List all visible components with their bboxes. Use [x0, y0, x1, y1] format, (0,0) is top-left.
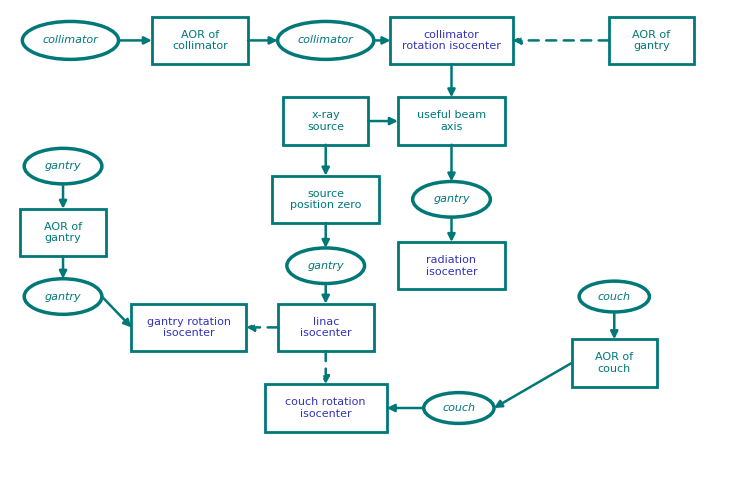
FancyBboxPatch shape — [283, 97, 368, 145]
Text: gantry: gantry — [45, 291, 82, 302]
Ellipse shape — [579, 281, 649, 312]
FancyBboxPatch shape — [278, 303, 374, 351]
Text: source
position zero: source position zero — [290, 188, 362, 210]
FancyBboxPatch shape — [398, 242, 505, 289]
Text: AOR of
gantry: AOR of gantry — [632, 30, 670, 51]
Text: gantry: gantry — [433, 194, 470, 204]
FancyBboxPatch shape — [265, 384, 387, 432]
Ellipse shape — [287, 248, 365, 284]
Text: AOR of
collimator: AOR of collimator — [172, 30, 228, 51]
Text: collimator
rotation isocenter: collimator rotation isocenter — [402, 30, 501, 51]
FancyBboxPatch shape — [152, 17, 248, 64]
FancyBboxPatch shape — [20, 209, 106, 256]
Ellipse shape — [424, 393, 494, 424]
Text: couch: couch — [598, 291, 630, 302]
Text: radiation
isocenter: radiation isocenter — [426, 255, 477, 276]
Text: linac
isocenter: linac isocenter — [300, 317, 352, 338]
FancyBboxPatch shape — [572, 339, 657, 387]
Ellipse shape — [23, 21, 119, 60]
FancyBboxPatch shape — [398, 97, 505, 145]
Text: gantry: gantry — [307, 261, 344, 271]
Ellipse shape — [278, 21, 374, 60]
FancyBboxPatch shape — [272, 176, 379, 223]
Text: couch rotation
isocenter: couch rotation isocenter — [285, 397, 366, 419]
Text: AOR of
couch: AOR of couch — [595, 352, 633, 374]
Ellipse shape — [24, 148, 102, 184]
FancyBboxPatch shape — [131, 303, 246, 351]
Ellipse shape — [24, 279, 102, 314]
Ellipse shape — [413, 182, 490, 217]
Text: AOR of
gantry: AOR of gantry — [44, 222, 82, 243]
FancyBboxPatch shape — [609, 17, 694, 64]
Text: collimator: collimator — [297, 35, 353, 45]
Text: gantry: gantry — [45, 161, 82, 171]
Text: collimator: collimator — [42, 35, 98, 45]
FancyBboxPatch shape — [390, 17, 513, 64]
Text: useful beam
axis: useful beam axis — [417, 110, 486, 132]
Text: couch: couch — [442, 403, 476, 413]
Text: x-ray
source: x-ray source — [307, 110, 344, 132]
Text: gantry rotation
isocenter: gantry rotation isocenter — [146, 317, 231, 338]
